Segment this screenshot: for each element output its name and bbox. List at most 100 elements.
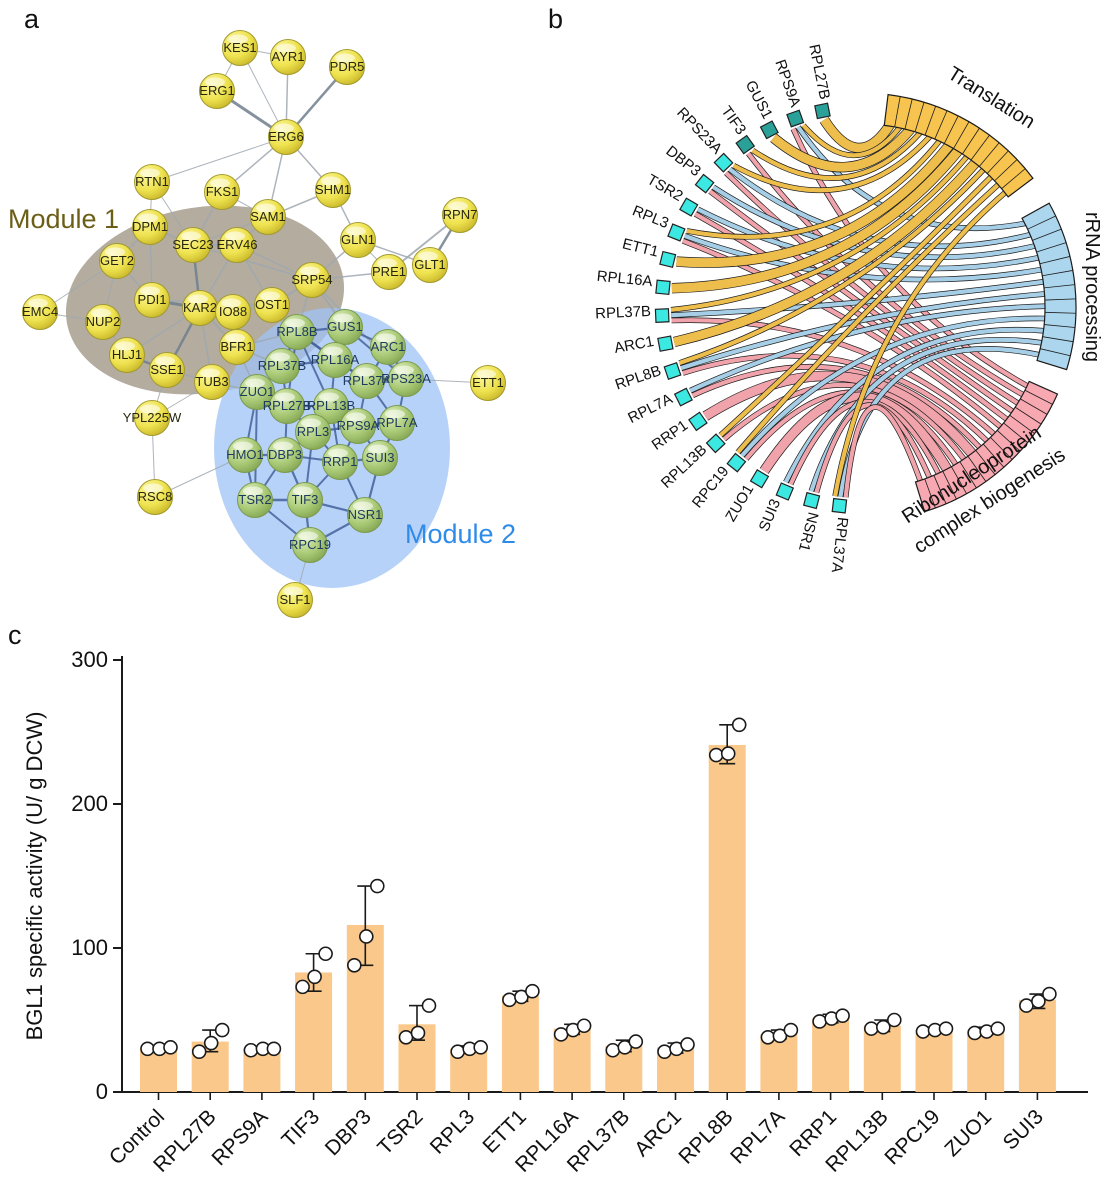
- node-gloss: [301, 418, 321, 428]
- chord-ribbon: [680, 291, 1046, 371]
- data-point: [318, 946, 333, 962]
- data-point: [553, 1027, 569, 1042]
- network-node-RPS23A: RPS23A: [381, 361, 431, 397]
- network-node-label: TUB3: [195, 374, 228, 389]
- module1-label: Module 1: [8, 204, 119, 234]
- gene-marker-RPL7A: [673, 387, 693, 407]
- network-node-KAR2: KAR2: [182, 290, 218, 326]
- arc-separator: [982, 443, 1005, 468]
- network-node-label: ERG1: [199, 83, 234, 98]
- node-gloss: [298, 531, 318, 541]
- network-node-label: GLT1: [414, 257, 446, 272]
- y-tick-label: 100: [71, 935, 108, 960]
- arc-separator: [994, 159, 1018, 182]
- arc-separator: [1044, 298, 1076, 301]
- gene-marker-RPL37B: [654, 308, 670, 323]
- arc-separator: [990, 437, 1013, 460]
- chord-ribbon: [683, 233, 1043, 282]
- arc-separator: [914, 102, 925, 132]
- network-node-SLF1: SLF1: [277, 582, 313, 618]
- gene-marker-GUS1: [759, 120, 779, 140]
- network-node-label: ARC1: [371, 339, 406, 354]
- network-node-label: EMC4: [22, 304, 58, 319]
- node-gloss: [243, 486, 263, 496]
- network-node-EMC4: EMC4: [22, 294, 58, 330]
- network-node-BFR1: BFR1: [219, 329, 255, 365]
- network-node-SUI3: SUI3: [362, 440, 398, 476]
- chord-ribbon: [770, 126, 914, 172]
- network-node-HMO1: HMO1: [226, 437, 264, 473]
- node-gloss: [275, 392, 295, 402]
- network-node-label: RSC8: [138, 489, 173, 504]
- network-node-label: TIF3: [292, 492, 319, 507]
- network-node-label: GLN1: [341, 232, 375, 247]
- arc-separator: [962, 127, 980, 155]
- network-edge: [192, 244, 313, 281]
- data-point: [731, 717, 747, 733]
- node-gloss: [285, 318, 305, 328]
- arc-separator: [1039, 256, 1071, 265]
- chord-ribbon: [760, 392, 952, 474]
- network-node-label: IO88: [219, 304, 247, 319]
- network-node-label: FKS1: [206, 184, 239, 199]
- network-node-label: HMO1: [226, 447, 264, 462]
- network-node-label: DPM1: [132, 219, 168, 234]
- network-node-label: GUS1: [327, 319, 362, 334]
- node-gloss: [335, 53, 355, 63]
- network-node-RPN7: RPN7: [442, 197, 478, 233]
- chord-ribbon: [670, 154, 969, 312]
- panel-c-letter: c: [8, 620, 22, 650]
- network-node-label: RPL3: [297, 424, 330, 439]
- gene-marker-ETT1: [659, 250, 677, 269]
- data-point: [502, 992, 517, 1008]
- panel-a-letter: a: [24, 4, 40, 34]
- network-node-label: RPS9A: [337, 418, 380, 433]
- node-gloss: [377, 258, 397, 268]
- network-node-SSE1: SSE1: [149, 352, 185, 388]
- node-gloss: [225, 231, 245, 241]
- network-node-ETT1: ETT1: [470, 365, 506, 401]
- x-tick-label: TIF3: [277, 1105, 324, 1152]
- node-gloss: [138, 213, 158, 223]
- bar-rect: [1018, 999, 1056, 1092]
- network-node-SAM1: SAM1: [250, 199, 286, 235]
- data-point: [967, 1025, 983, 1041]
- arc-separator: [1040, 348, 1071, 357]
- network-node-label: TSR2: [238, 492, 271, 507]
- network-node-RPL16A: RPL16A: [311, 342, 360, 378]
- data-point: [835, 1008, 850, 1023]
- data-point: [295, 979, 310, 995]
- node-gloss: [274, 123, 294, 133]
- node-gloss: [376, 333, 396, 343]
- chord-ribbon: [678, 167, 986, 365]
- network-node-YPL225W: YPL225W: [123, 400, 182, 436]
- network-node-SEC23: SEC23: [172, 227, 214, 263]
- y-tick-label: 200: [71, 791, 108, 816]
- node-gloss: [283, 586, 303, 596]
- network-node-label: SSE1: [150, 362, 183, 377]
- node-gloss: [353, 501, 373, 511]
- data-point: [863, 1021, 879, 1036]
- network-node-label: RPL7A: [376, 415, 418, 430]
- chord-ribbon: [736, 182, 1001, 454]
- network-node-TSR2: TSR2: [237, 482, 273, 518]
- node-gloss: [276, 43, 296, 53]
- node-gloss: [228, 34, 248, 44]
- bar-rect: [967, 1030, 1005, 1092]
- bar-SUI3: SUI3: [999, 986, 1057, 1155]
- chord-ribbon: [671, 318, 996, 437]
- arc-separator: [1036, 242, 1067, 253]
- data-point: [514, 989, 529, 1005]
- gene-label-SUI3: SUI3: [756, 497, 785, 534]
- node-gloss: [328, 448, 348, 458]
- gene-marker-DBP3: [694, 173, 715, 194]
- data-point: [990, 1021, 1006, 1036]
- network-node-RSC8: RSC8: [137, 479, 173, 515]
- category-arc-T: [883, 93, 1034, 198]
- gene-label-ZUO1: ZUO1: [722, 482, 757, 525]
- network-node-ERG1: ERG1: [199, 73, 235, 109]
- x-tick-label: RPL3: [426, 1105, 479, 1158]
- y-tick-label: 300: [71, 647, 108, 672]
